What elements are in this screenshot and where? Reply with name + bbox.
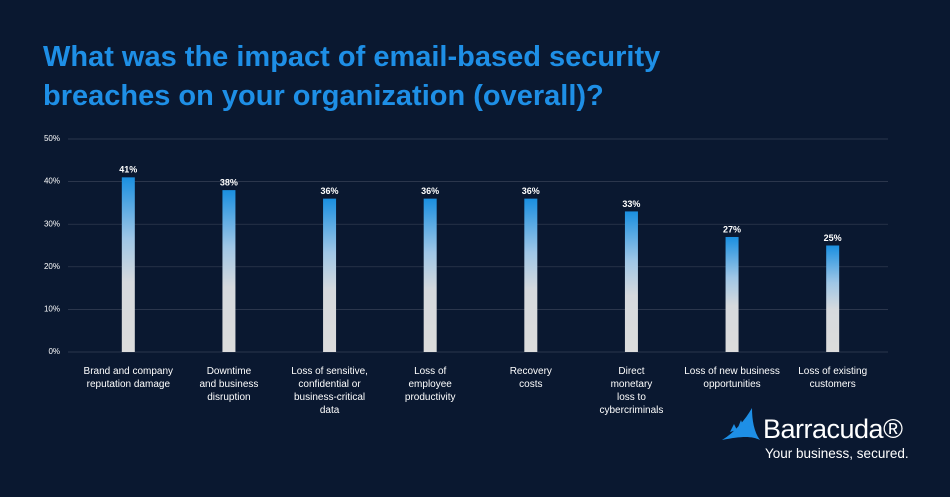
value-label: 27% — [723, 224, 741, 234]
bar — [524, 198, 538, 352]
brand-tagline: Your business, secured. — [765, 446, 909, 461]
value-label: 33% — [622, 199, 640, 209]
y-tick-label: 30% — [44, 219, 60, 228]
value-label: 36% — [321, 186, 339, 196]
brand-name: Barracuda® — [763, 414, 903, 444]
brand-logo — [722, 408, 760, 440]
y-tick-label: 50% — [44, 134, 60, 143]
x-tick-label: Loss of employee productivity — [404, 366, 456, 403]
bar — [423, 198, 437, 352]
x-tick-label: Recovery costs — [509, 366, 552, 390]
x-tick-label: Loss of new business opportunities — [684, 366, 780, 390]
x-tick-label: Loss of sensitive, confidential or busin… — [291, 366, 368, 416]
value-label: 38% — [220, 177, 238, 187]
bar — [624, 211, 638, 352]
bar — [222, 190, 236, 352]
y-tick-label: 40% — [44, 177, 60, 186]
value-label: 36% — [522, 186, 540, 196]
x-tick-label: Loss of existing customers — [798, 366, 868, 390]
y-tick-label: 20% — [44, 262, 60, 271]
bar — [323, 198, 337, 352]
value-label: 41% — [119, 165, 137, 175]
value-label: 25% — [824, 233, 842, 243]
x-tick-label: Downtime and business disruption — [199, 366, 259, 403]
bar — [826, 245, 840, 352]
value-label: 36% — [421, 186, 439, 196]
x-tick-label: Direct monetary loss to cybercriminals — [599, 366, 664, 416]
x-tick-label: Brand and company reputation damage — [83, 366, 174, 390]
y-tick-label: 0% — [48, 347, 60, 356]
bar — [725, 236, 739, 352]
y-tick-label: 10% — [44, 305, 60, 314]
chart-title: What was the impact of email-based secur… — [43, 41, 661, 112]
bar — [121, 177, 135, 352]
